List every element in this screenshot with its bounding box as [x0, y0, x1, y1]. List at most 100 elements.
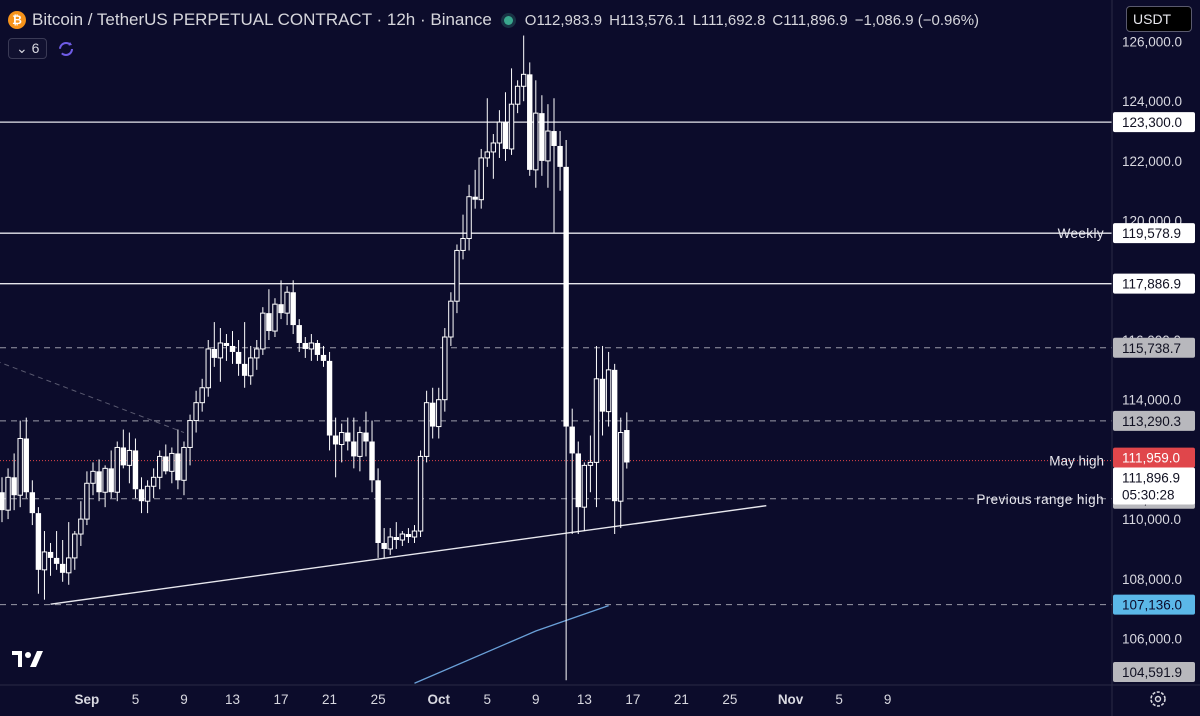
x-tick-label: 17 — [274, 692, 289, 707]
candle-body-up — [169, 452, 175, 472]
x-tick-label: 13 — [225, 692, 240, 707]
level-text: Previous range high — [976, 492, 1104, 507]
currency-select[interactable]: USDT — [1126, 6, 1192, 32]
level-label: 113,290.3 — [1122, 414, 1181, 429]
candle-body-up — [436, 399, 442, 428]
x-tick-label: 9 — [180, 692, 188, 707]
candle-body-up — [514, 85, 521, 105]
candle-body-down — [290, 292, 296, 326]
candle-body-down — [29, 492, 36, 514]
candle-body-up — [411, 530, 418, 538]
candle-body-up — [387, 536, 393, 550]
candle-body-down — [266, 313, 272, 332]
level-label-box — [1113, 410, 1195, 431]
last-price-label: 111,896.9 — [1122, 470, 1180, 485]
candle-body-down — [405, 534, 412, 538]
candle-body-up — [187, 420, 193, 448]
ohlc-open: O112,983.9 — [524, 11, 603, 29]
candle-body-down — [278, 304, 284, 314]
candle-body-down — [47, 551, 54, 558]
candle-body-down — [472, 196, 478, 200]
candle-body-down — [296, 325, 302, 343]
candle-body-down — [132, 450, 139, 490]
may-high-price-label: 111,959.0 — [1122, 451, 1180, 466]
candle-body-up — [399, 533, 406, 541]
candle-body-up — [466, 196, 472, 240]
candle-body-up — [5, 476, 11, 511]
candle-body-down — [624, 430, 630, 463]
bottom-level-label: 104,591.9 — [1122, 665, 1182, 680]
ohlc-high: H113,576.1 — [609, 11, 686, 29]
candle-body-down — [502, 122, 509, 149]
candle-body-up — [114, 446, 120, 493]
candle-body-down — [235, 351, 242, 364]
settings-gear-icon[interactable] — [1150, 691, 1166, 707]
candle-body-up — [199, 387, 205, 404]
candle-body-down — [53, 557, 60, 564]
candle-body-up — [490, 142, 497, 153]
level-label-box — [1113, 223, 1195, 244]
candle-body-down — [59, 563, 66, 573]
candle-body-down — [163, 456, 169, 472]
level-label: 107,136.0 — [1122, 598, 1182, 613]
countdown-label: 05:30:28 — [1122, 487, 1175, 502]
candle-body-up — [496, 121, 503, 144]
candle-body-up — [181, 446, 187, 481]
candle-body-down — [223, 342, 230, 346]
candle-body-up — [150, 476, 157, 487]
candle-body-up — [423, 402, 430, 457]
market-open-status-icon — [503, 15, 513, 25]
candle-body-up — [248, 357, 254, 377]
diagonal-dashed-line — [0, 361, 185, 434]
candle-body-up — [593, 378, 600, 463]
candle-body-up — [581, 464, 588, 508]
may-high-price-label-box — [1113, 447, 1195, 468]
level-label-box — [1113, 594, 1195, 615]
x-tick-label: Oct — [427, 692, 450, 707]
candle-body-down — [96, 471, 102, 493]
candle-body-down — [351, 441, 357, 457]
candle-body-down — [569, 426, 575, 454]
candle-body-up — [260, 312, 266, 350]
candle-body-up — [460, 238, 466, 251]
sync-icon[interactable] — [57, 40, 75, 58]
candle-body-up — [217, 342, 224, 359]
candle-body-up — [308, 342, 315, 350]
candle-body-down — [175, 453, 181, 481]
may-high-text: May high — [1049, 454, 1104, 469]
moving-average-line — [414, 605, 609, 684]
x-tick-label: 13 — [577, 692, 592, 707]
candle-body-up — [126, 449, 133, 466]
candle-body-down — [302, 342, 308, 349]
candle-body-down — [211, 348, 218, 358]
y-tick-label: 126,000.0 — [1122, 35, 1182, 50]
chart-header: ₿ Bitcoin / TetherUS PERPETUAL CONTRACT … — [8, 8, 979, 32]
x-tick-label: 9 — [532, 692, 540, 707]
candle-body-down — [229, 345, 236, 352]
x-tick-label: Nov — [778, 692, 804, 707]
candle-body-down — [369, 441, 375, 481]
candle-body-down — [375, 480, 381, 543]
x-tick-label: Sep — [75, 692, 100, 707]
candle-body-up — [254, 348, 260, 359]
indicators-toggle-button[interactable]: ⌄ 6 — [8, 38, 48, 59]
candle-body-up — [478, 157, 484, 201]
candle-body-up — [157, 455, 163, 478]
candle-body-down — [551, 131, 557, 146]
candle-body-down — [0, 492, 5, 511]
chevron-down-icon: ⌄ — [16, 40, 28, 56]
candle-body-down — [314, 342, 321, 355]
candle-body-up — [84, 482, 90, 520]
candle-body-down — [557, 145, 563, 167]
level-text: Weekly — [1058, 226, 1104, 241]
candle-body-down — [429, 402, 436, 427]
level-label: 117,886.9 — [1122, 277, 1181, 292]
candle-body-up — [193, 402, 199, 422]
candle-body-up — [533, 112, 539, 171]
symbol-title[interactable]: Bitcoin / TetherUS PERPETUAL CONTRACT · … — [32, 10, 492, 29]
level-label-box — [1113, 273, 1195, 294]
candle-body-up — [357, 432, 363, 457]
indicator-count: 6 — [31, 40, 40, 56]
candle-body-down — [108, 468, 114, 493]
